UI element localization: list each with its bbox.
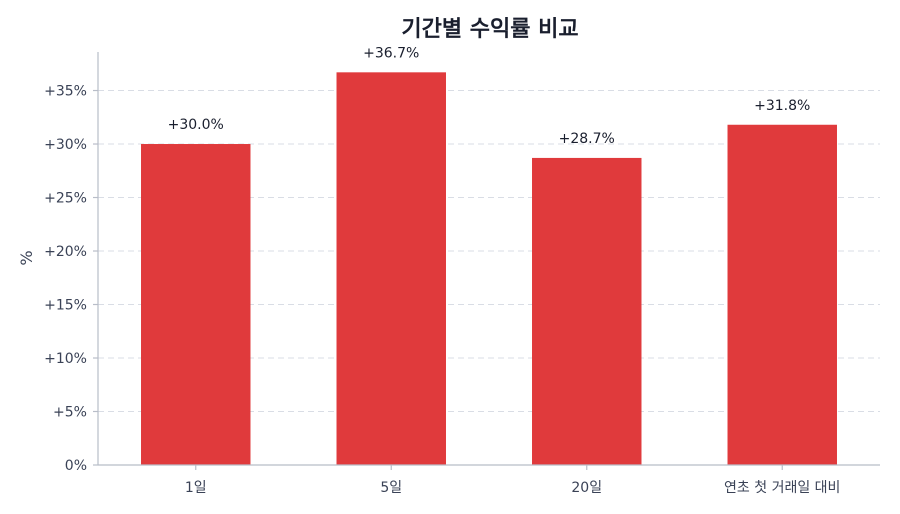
data-label: +31.8% (754, 98, 810, 114)
y-tick-label: +20% (44, 244, 87, 260)
y-tick-label: +5% (53, 405, 87, 421)
y-tick-label: +30% (44, 137, 87, 153)
bar-layer (141, 72, 837, 466)
y-axis-label: % (17, 250, 36, 265)
data-label: +36.7% (363, 45, 419, 61)
y-tick-label: +25% (44, 191, 87, 207)
bar (727, 124, 837, 466)
chart-title: 기간별 수익률 비교 (401, 17, 578, 42)
bar (532, 157, 642, 465)
bar (141, 144, 251, 465)
bar (336, 72, 446, 466)
x-tick-label: 5일 (380, 480, 402, 496)
label-layer: 0% +5% +10% +15% +20% +25% +30% +35% +30.0% 1일 +36… (44, 45, 840, 496)
x-tick-label: 1일 (185, 480, 207, 496)
x-tick-label: 20일 (571, 480, 602, 496)
y-tick-label: +10% (44, 351, 87, 367)
data-label: +30.0% (168, 117, 224, 133)
axis-layer (93, 52, 880, 470)
y-tick-label: +15% (44, 298, 87, 314)
data-label: +28.7% (559, 131, 615, 147)
x-tick-label: 연초 첫 거래일 대비 (724, 480, 840, 496)
y-tick-label: +35% (44, 84, 87, 100)
y-tick-label: 0% (65, 458, 87, 474)
